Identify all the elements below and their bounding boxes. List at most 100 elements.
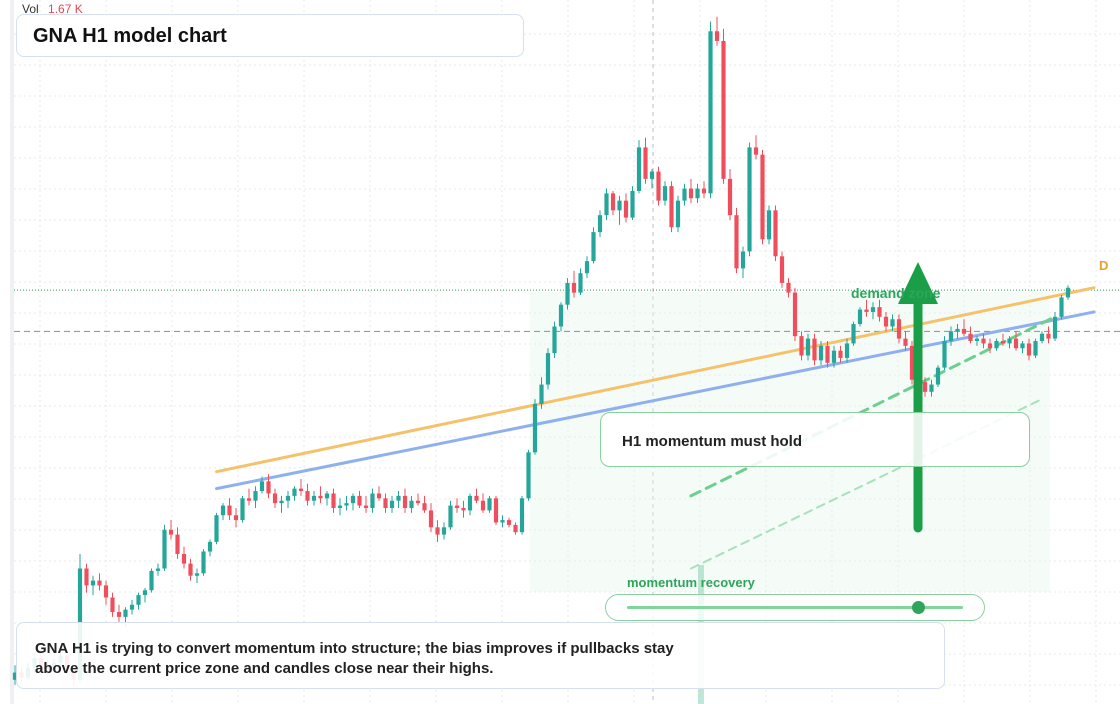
candle-body (773, 210, 778, 257)
candle (1020, 341, 1025, 354)
candle (851, 321, 856, 346)
candle-body (584, 261, 590, 274)
candle (981, 333, 986, 349)
candle (285, 491, 291, 508)
candle-body (415, 500, 421, 504)
candle (435, 520, 440, 542)
candle-body (383, 498, 388, 508)
candle (864, 299, 869, 317)
candle (877, 299, 882, 322)
trendline-orange (215, 286, 1096, 474)
candle (480, 493, 486, 513)
candle (955, 324, 960, 339)
candle-body (1065, 287, 1071, 298)
candle-body (1013, 338, 1019, 349)
candle-body (656, 171, 661, 201)
candle (942, 336, 947, 371)
candle-body (682, 188, 687, 201)
momentum-knob[interactable] (911, 601, 925, 614)
candle-body (942, 341, 947, 368)
candle (909, 341, 915, 385)
candle (461, 500, 466, 518)
candle (903, 331, 908, 351)
candles (12, 16, 1071, 685)
candle-body (825, 345, 830, 363)
candle-body (435, 527, 440, 535)
candle-body (402, 495, 408, 508)
candle (116, 604, 122, 622)
candle (695, 183, 700, 204)
candle (383, 493, 388, 513)
candle (318, 486, 323, 504)
candle-body (480, 500, 486, 511)
candle (799, 331, 804, 361)
candle (142, 587, 148, 603)
volume-readout: Vol 1.67 K (22, 2, 83, 16)
candle-body (246, 498, 252, 501)
candle-body (1033, 341, 1038, 356)
candle (623, 193, 629, 223)
candle (396, 491, 401, 508)
candle (409, 495, 414, 513)
candle-body (740, 251, 746, 269)
candle (292, 486, 297, 501)
candle (194, 568, 200, 583)
candle (1059, 295, 1064, 320)
candle-body (812, 338, 817, 361)
candle (428, 503, 434, 533)
candle-body (857, 309, 863, 325)
candle (181, 546, 187, 569)
momentum-slider[interactable] (605, 594, 985, 621)
candle-body (864, 309, 869, 312)
candle-body (298, 488, 304, 492)
candle-body (571, 282, 577, 293)
candle-body (851, 324, 856, 344)
candle-body (526, 452, 531, 499)
candle-body (123, 609, 128, 617)
candle (233, 507, 239, 528)
candle (721, 28, 726, 184)
candle-body (747, 147, 752, 252)
candle (448, 500, 453, 530)
candle-body (500, 520, 505, 523)
candle (454, 498, 460, 513)
candle (389, 495, 395, 513)
candle-body (695, 188, 700, 199)
demand-zone-label: demand zone (851, 285, 941, 301)
candle (617, 195, 622, 225)
candle (753, 135, 759, 160)
candle-body (1052, 316, 1058, 339)
candle-body (623, 200, 629, 218)
candle-body (474, 495, 479, 501)
candle (376, 486, 382, 501)
candle (792, 287, 798, 341)
candle-body (981, 338, 986, 344)
candle-body (688, 188, 694, 199)
candle (220, 503, 226, 521)
candle (1007, 336, 1012, 349)
candle (734, 207, 739, 274)
candle (1065, 285, 1071, 300)
candle (682, 183, 687, 206)
candle-body (896, 319, 902, 339)
candle-body (643, 147, 648, 179)
candle-body (90, 580, 96, 586)
candle-body (201, 551, 206, 574)
candle (227, 498, 232, 521)
candle (331, 488, 336, 513)
candle-body (890, 319, 895, 327)
candle (155, 563, 161, 576)
candle (643, 137, 648, 184)
candle (253, 486, 258, 508)
candle-body (734, 215, 739, 269)
candle-body (253, 491, 258, 501)
candle-body (467, 495, 473, 511)
candle-body (266, 481, 271, 494)
candle-body (350, 495, 356, 504)
candle-body (786, 282, 791, 293)
candle-body (636, 147, 642, 191)
title-panel: GNA H1 model chart (16, 14, 524, 57)
candle (493, 495, 499, 525)
candle-body (422, 503, 427, 511)
candle (812, 333, 817, 366)
